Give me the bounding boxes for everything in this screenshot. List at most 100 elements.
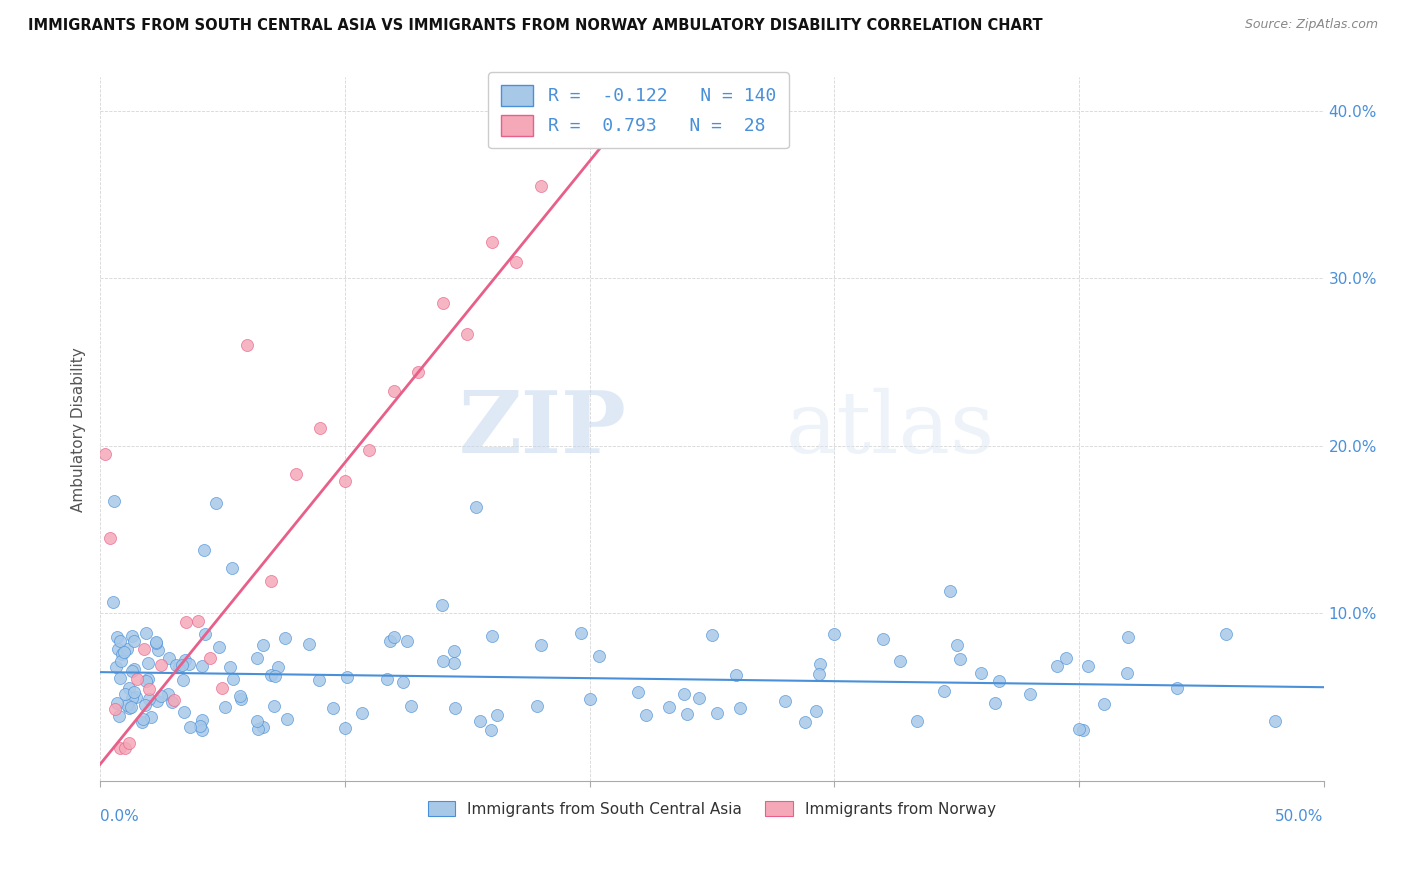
Point [219, 660, 242, 674]
Point [173, 705, 195, 719]
Point [131, 714, 153, 729]
Point [108, 740, 131, 755]
Point [481, 235, 503, 249]
Point [104, 702, 127, 716]
Point [1019, 687, 1042, 701]
Point [588, 648, 610, 663]
Point [1092, 697, 1115, 711]
Point [578, 692, 600, 706]
Point [284, 467, 307, 482]
Point [160, 695, 183, 709]
Point [335, 721, 357, 735]
Point [174, 653, 197, 667]
Point [107, 641, 129, 656]
Point [194, 627, 217, 641]
Point [627, 685, 650, 699]
Point [145, 635, 167, 649]
Point [793, 715, 815, 730]
Point [395, 633, 418, 648]
Point [229, 689, 252, 703]
Point [1046, 659, 1069, 673]
Point [150, 657, 173, 672]
Point [336, 670, 359, 684]
Point [938, 583, 960, 598]
Text: atlas: atlas [786, 388, 994, 471]
Point [298, 637, 321, 651]
Point [444, 701, 467, 715]
Point [112, 645, 135, 659]
Point [172, 673, 194, 688]
Point [676, 706, 699, 721]
Point [122, 685, 145, 699]
Point [101, 595, 124, 609]
Point [700, 628, 723, 642]
Point [728, 701, 751, 715]
Point [807, 666, 830, 681]
Y-axis label: Ambulatory Disability: Ambulatory Disability [72, 347, 86, 512]
Point [949, 652, 972, 666]
Point [222, 673, 245, 687]
Point [98, 531, 121, 545]
Point [190, 659, 212, 673]
Point [392, 674, 415, 689]
Point [264, 668, 287, 682]
Point [149, 690, 172, 704]
Point [231, 691, 253, 706]
Point [481, 629, 503, 643]
Point [193, 542, 215, 557]
Point [138, 681, 160, 696]
Point [252, 639, 274, 653]
Point [134, 698, 156, 712]
Point [808, 657, 831, 671]
Point [983, 696, 1005, 710]
Point [569, 626, 592, 640]
Point [115, 698, 138, 713]
Point [132, 712, 155, 726]
Point [823, 627, 845, 641]
Point [432, 296, 454, 310]
Point [108, 633, 131, 648]
Point [725, 667, 748, 681]
Point [136, 672, 159, 686]
Point [970, 666, 993, 681]
Point [673, 687, 696, 701]
Point [382, 384, 405, 399]
Point [121, 665, 143, 679]
Point [505, 254, 527, 268]
Point [122, 663, 145, 677]
Text: Source: ZipAtlas.com: Source: ZipAtlas.com [1244, 18, 1378, 31]
Point [211, 681, 233, 696]
Point [252, 720, 274, 734]
Point [872, 632, 894, 646]
Point [122, 633, 145, 648]
Point [1215, 626, 1237, 640]
Point [804, 704, 827, 718]
Point [333, 474, 356, 488]
Point [115, 641, 138, 656]
Point [105, 630, 128, 644]
Point [529, 178, 551, 193]
Point [148, 642, 170, 657]
Point [188, 718, 211, 732]
Point [191, 723, 214, 737]
Point [139, 710, 162, 724]
Text: ZIP: ZIP [458, 387, 626, 471]
Point [162, 693, 184, 707]
Point [432, 599, 454, 613]
Point [309, 421, 332, 435]
Point [443, 644, 465, 658]
Point [138, 691, 160, 706]
Point [1054, 651, 1077, 665]
Point [401, 699, 423, 714]
Point [146, 693, 169, 707]
Point [111, 647, 134, 661]
Point [375, 673, 398, 687]
Point [260, 574, 283, 589]
Point [121, 691, 143, 706]
Point [378, 634, 401, 648]
Point [94, 447, 117, 461]
Text: 50.0%: 50.0% [1275, 809, 1323, 824]
Point [905, 714, 928, 728]
Point [214, 699, 236, 714]
Point [688, 691, 710, 706]
